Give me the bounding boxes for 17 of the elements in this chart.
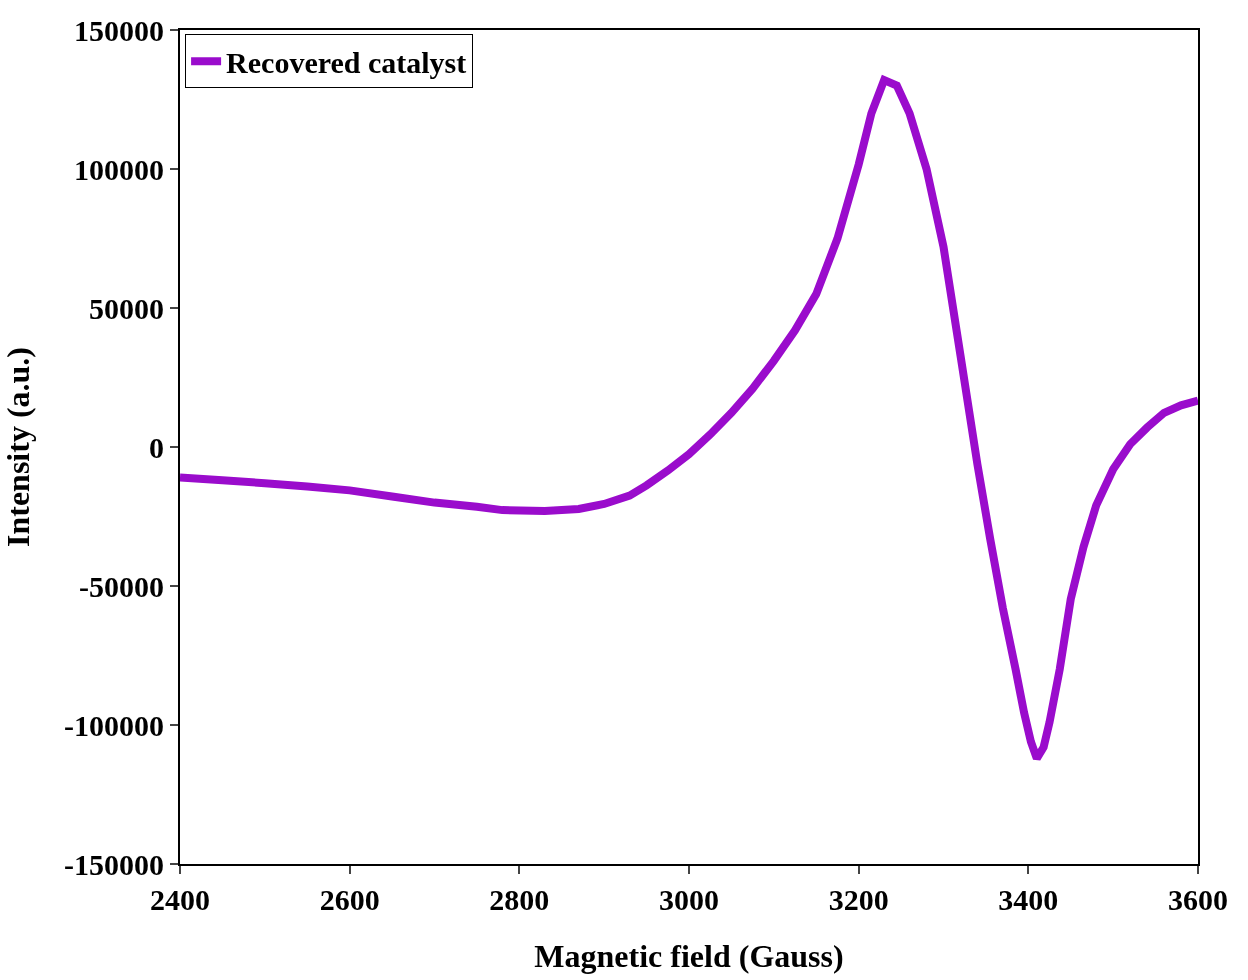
legend-label: Recovered catalyst bbox=[226, 45, 467, 79]
y-tick-label: 0 bbox=[149, 430, 164, 464]
x-axis-title: Magnetic field (Gauss) bbox=[534, 938, 844, 975]
x-tick-label: 2400 bbox=[150, 883, 210, 916]
y-tick-label: 50000 bbox=[89, 291, 164, 325]
x-tick-label: 3400 bbox=[998, 883, 1059, 916]
x-tick-label: 3600 bbox=[1168, 883, 1228, 916]
x-tick-label: 3200 bbox=[828, 883, 889, 916]
x-tick-label: 2600 bbox=[319, 883, 380, 916]
y-tick-label: 150000 bbox=[74, 13, 164, 47]
y-tick-label: 100000 bbox=[74, 152, 164, 186]
x-tick-label: 3000 bbox=[659, 883, 719, 916]
y-tick-label: -50000 bbox=[79, 569, 164, 603]
y-axis-title: Intensity (a.u.) bbox=[0, 346, 36, 548]
y-tick-label: -150000 bbox=[64, 847, 164, 881]
x-tick-label: 2800 bbox=[489, 883, 550, 916]
y-tick-label: -100000 bbox=[64, 708, 164, 742]
